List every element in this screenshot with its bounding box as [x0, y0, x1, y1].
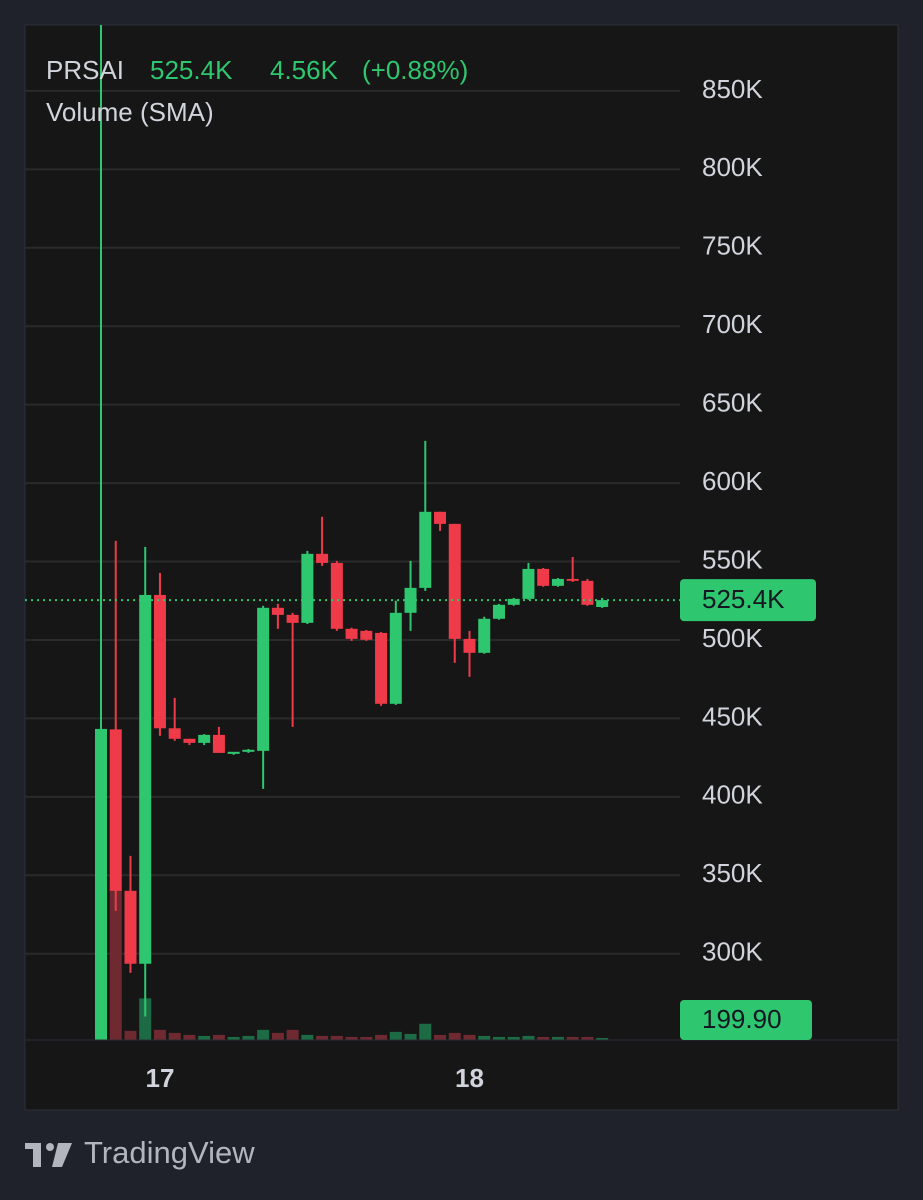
x-tick-label: 18 [455, 1063, 484, 1093]
volume-bar [596, 1037, 609, 1040]
volume-bar [448, 1032, 461, 1040]
candle-body [522, 568, 535, 599]
candle-body [345, 628, 358, 639]
y-tick-label: 600K [702, 466, 763, 496]
volume-bar [566, 1036, 579, 1040]
candle-body [168, 728, 181, 739]
volume-bar [301, 1034, 314, 1040]
candle-body [198, 734, 211, 743]
candle-body [537, 568, 550, 586]
y-tick-label: 350K [702, 858, 763, 888]
volume-bar [434, 1034, 447, 1040]
volume-bar [153, 1029, 166, 1040]
candle-body [419, 511, 432, 588]
candle-body [227, 751, 240, 754]
volume-bar [242, 1035, 255, 1040]
volume-bar [360, 1036, 373, 1040]
change-pct: (+0.88%) [362, 55, 468, 85]
volume-bar [507, 1036, 520, 1040]
candle-body [109, 729, 122, 891]
symbol: PRSAI [46, 55, 124, 85]
volume-bar [212, 1034, 225, 1040]
last-price-tag [680, 579, 816, 622]
candle-body [286, 614, 299, 623]
candle-body [434, 511, 447, 524]
last-volume-label: 199.90 [702, 1004, 782, 1034]
candle-body [212, 734, 225, 753]
y-tick-label: 300K [702, 937, 763, 967]
candle-body [448, 523, 461, 639]
candle-body [596, 600, 609, 608]
volume-bar [375, 1034, 388, 1040]
volume-bar [330, 1035, 343, 1040]
volume-bar [124, 1030, 137, 1040]
candle-body [463, 638, 476, 653]
candle-body [124, 890, 137, 964]
volume-bar [404, 1033, 417, 1040]
x-tick-label: 17 [145, 1063, 174, 1093]
candle-body [551, 578, 564, 586]
y-tick-label: 550K [702, 544, 763, 574]
candle-body [581, 580, 594, 605]
indicator-label: Volume (SMA) [46, 97, 214, 127]
y-tick-label: 450K [702, 701, 763, 731]
volume-bar [537, 1036, 550, 1040]
candle-body [492, 604, 505, 619]
volume-bar [316, 1035, 329, 1040]
volume-bar [227, 1036, 240, 1040]
y-tick-label: 650K [702, 388, 763, 418]
price: 525.4K [150, 55, 233, 85]
volume-bar [168, 1032, 181, 1040]
y-tick-label: 400K [702, 780, 763, 810]
change: 4.56K [270, 55, 339, 85]
candle-body [257, 607, 270, 751]
volume-bar [345, 1036, 358, 1040]
volume-bar [419, 1023, 432, 1040]
y-tick-label: 700K [702, 309, 763, 339]
candle-body [360, 630, 373, 640]
volume-bar [109, 889, 122, 1040]
candle-body [330, 562, 343, 629]
brand-logo [25, 1143, 72, 1167]
y-tick-label: 500K [702, 623, 763, 653]
candle-body [242, 749, 255, 752]
candle-body [478, 618, 491, 653]
candle-body [316, 553, 329, 563]
candle-body [95, 728, 107, 1040]
volume-bar [257, 1029, 270, 1040]
last-price-label: 525.4K [702, 584, 785, 614]
candle-body [301, 553, 314, 623]
candle-body [153, 594, 166, 729]
brand-name: TradingView [84, 1135, 255, 1170]
candle-body [389, 612, 402, 704]
plot-area [95, 25, 609, 1040]
candle-body [566, 578, 579, 581]
candle-body [183, 738, 196, 743]
candle-body [271, 607, 284, 615]
volume-bar [478, 1035, 491, 1040]
volume-bar [492, 1036, 505, 1040]
volume-bar [551, 1036, 564, 1040]
y-tick-label: 850K [702, 74, 763, 104]
candle-body [375, 632, 388, 704]
volume-bar [198, 1035, 211, 1040]
last-volume-tag [680, 1000, 812, 1040]
y-tick-label: 800K [702, 152, 763, 182]
volume-bar [463, 1034, 476, 1040]
volume-bar [286, 1029, 299, 1040]
y-tick-label: 750K [702, 231, 763, 261]
volume-bar [139, 998, 152, 1040]
volume-bar [581, 1036, 594, 1040]
candle-body [139, 594, 152, 964]
volume-bar [389, 1031, 402, 1040]
volume-bar [522, 1035, 535, 1040]
volume-bar [271, 1032, 284, 1040]
chart-panel [24, 24, 899, 1111]
candle-body [507, 598, 520, 605]
volume-bar [183, 1034, 196, 1040]
